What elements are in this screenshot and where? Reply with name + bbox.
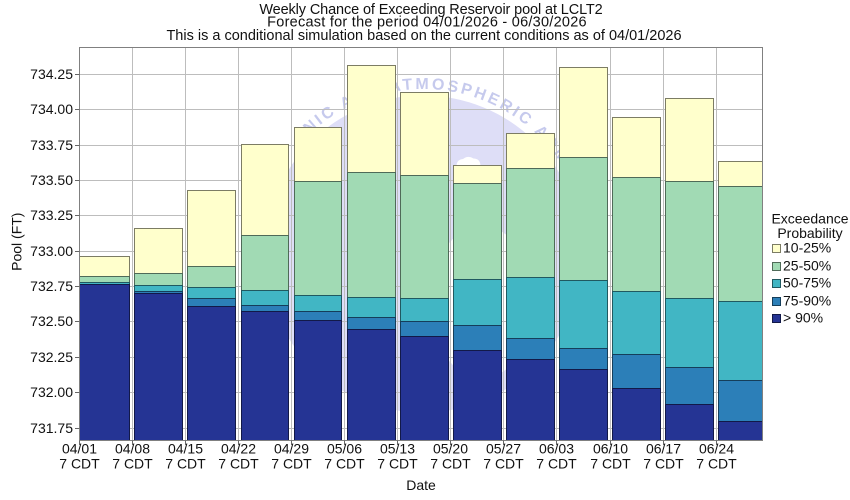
svg-text:733.25: 733.25 xyxy=(30,207,73,223)
svg-text:75-90%: 75-90% xyxy=(783,293,831,309)
svg-text:7 CDT: 7 CDT xyxy=(590,456,631,472)
svg-text:06/03: 06/03 xyxy=(539,441,574,457)
svg-text:05/20: 05/20 xyxy=(433,441,468,457)
svg-text:7 CDT: 7 CDT xyxy=(218,456,259,472)
svg-text:7 CDT: 7 CDT xyxy=(271,456,312,472)
svg-text:Pool (FT): Pool (FT) xyxy=(9,213,25,271)
svg-text:733.00: 733.00 xyxy=(30,243,73,259)
svg-text:04/22: 04/22 xyxy=(221,441,256,457)
svg-text:7 CDT: 7 CDT xyxy=(536,456,577,472)
svg-text:06/10: 06/10 xyxy=(593,441,628,457)
svg-text:733.50: 733.50 xyxy=(30,172,73,188)
svg-text:7 CDT: 7 CDT xyxy=(696,456,737,472)
svg-text:734.25: 734.25 xyxy=(30,66,73,82)
svg-text:732.00: 732.00 xyxy=(30,384,73,400)
svg-text:731.75: 731.75 xyxy=(30,420,73,436)
svg-text:50-75%: 50-75% xyxy=(783,275,831,291)
svg-text:7 CDT: 7 CDT xyxy=(430,456,471,472)
svg-text:04/29: 04/29 xyxy=(274,441,309,457)
svg-text:Forecast for the period 04/01/: Forecast for the period 04/01/2026 - 06/… xyxy=(267,15,587,31)
svg-text:05/13: 05/13 xyxy=(380,441,415,457)
svg-text:04/15: 04/15 xyxy=(168,441,203,457)
svg-text:Weekly Chance of Exceeding Res: Weekly Chance of Exceeding Reservoir poo… xyxy=(259,2,602,18)
svg-text:7 CDT: 7 CDT xyxy=(643,456,684,472)
svg-text:This is a conditional simulati: This is a conditional simulation based o… xyxy=(166,28,681,44)
svg-text:734.00: 734.00 xyxy=(30,101,73,117)
svg-text:05/06: 05/06 xyxy=(327,441,362,457)
svg-text:05/27: 05/27 xyxy=(486,441,521,457)
svg-text:732.25: 732.25 xyxy=(30,349,73,365)
svg-text:732.75: 732.75 xyxy=(30,278,73,294)
svg-text:04/08: 04/08 xyxy=(115,441,150,457)
svg-text:7 CDT: 7 CDT xyxy=(377,456,418,472)
svg-text:7 CDT: 7 CDT xyxy=(483,456,524,472)
svg-text:7 CDT: 7 CDT xyxy=(59,456,100,472)
svg-text:7 CDT: 7 CDT xyxy=(324,456,365,472)
svg-text:10-25%: 10-25% xyxy=(783,240,831,256)
svg-text:Exceedance: Exceedance xyxy=(771,210,848,226)
svg-text:7 CDT: 7 CDT xyxy=(112,456,153,472)
svg-text:06/17: 06/17 xyxy=(646,441,681,457)
svg-text:> 90%: > 90% xyxy=(783,310,823,326)
svg-text:04/01: 04/01 xyxy=(62,441,97,457)
svg-text:25-50%: 25-50% xyxy=(783,258,831,274)
svg-text:Date: Date xyxy=(406,477,436,493)
svg-text:06/24: 06/24 xyxy=(699,441,734,457)
svg-text:732.50: 732.50 xyxy=(30,313,73,329)
svg-text:733.75: 733.75 xyxy=(30,137,73,153)
svg-text:7 CDT: 7 CDT xyxy=(165,456,206,472)
svg-text:Probability: Probability xyxy=(777,225,842,241)
